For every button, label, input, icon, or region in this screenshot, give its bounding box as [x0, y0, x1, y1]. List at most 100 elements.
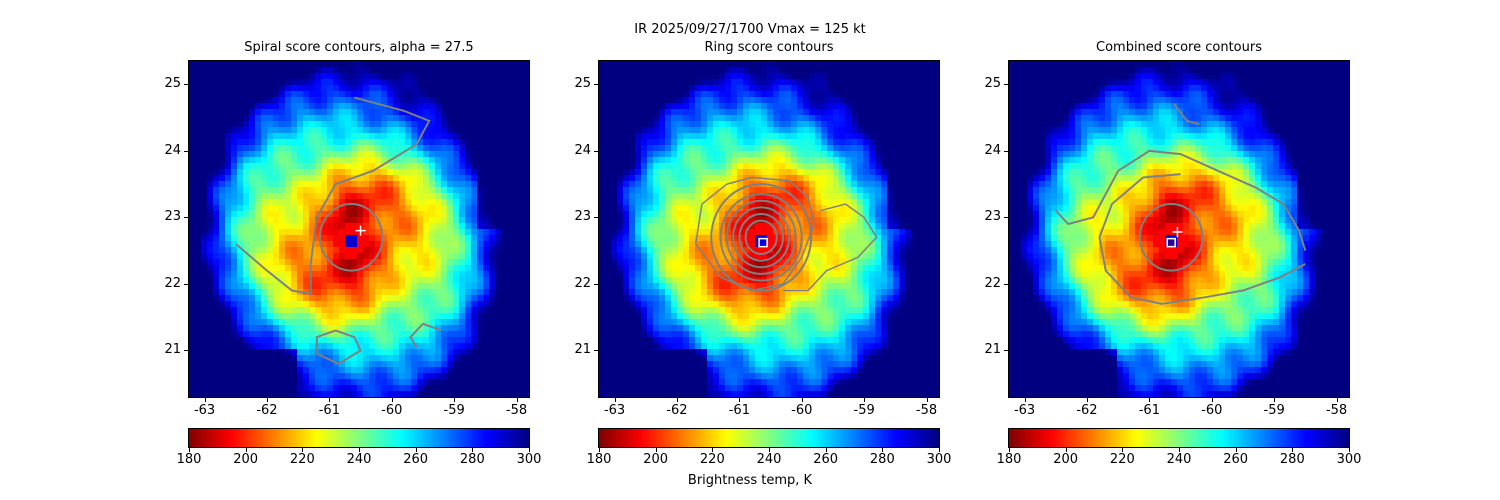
heatmap-cell [261, 355, 267, 361]
heatmap-cell [327, 295, 333, 301]
heatmap-cell [875, 79, 881, 85]
heatmap-cell [279, 109, 285, 115]
heatmap-cell [201, 103, 207, 109]
heatmap-cell [225, 331, 231, 337]
heatmap-cell [791, 217, 797, 223]
heatmap-cell [327, 199, 333, 205]
heatmap-cell [857, 169, 863, 175]
heatmap-cell [267, 295, 273, 301]
heatmap-cell [243, 151, 249, 157]
heatmap-cell [465, 343, 471, 349]
heatmap-cell [833, 217, 839, 223]
heatmap-cell [213, 145, 219, 151]
heatmap-cell [423, 367, 429, 373]
heatmap-cell [411, 313, 417, 319]
heatmap-cell [249, 85, 255, 91]
heatmap-cell [189, 229, 195, 235]
heatmap-cell [309, 133, 315, 139]
heatmap-cell [267, 289, 273, 295]
heatmap-cell [869, 97, 875, 103]
heatmap-cell [773, 151, 779, 157]
heatmap-cell [285, 127, 291, 133]
heatmap-cell [489, 265, 495, 271]
heatmap-cell [629, 223, 635, 229]
heatmap-cell [773, 211, 779, 217]
heatmap-cell [525, 373, 529, 379]
heatmap-cell [641, 151, 647, 157]
heatmap-cell [785, 193, 791, 199]
heatmap-cell [411, 157, 417, 163]
heatmap-cell [689, 175, 695, 181]
heatmap-cell [845, 175, 851, 181]
heatmap-cell [641, 211, 647, 217]
heatmap-cell [393, 199, 399, 205]
heatmap-cell [773, 175, 779, 181]
heatmap-cell [935, 139, 939, 145]
heatmap-cell [507, 199, 513, 205]
heatmap-cell [201, 193, 207, 199]
heatmap-cell [435, 85, 441, 91]
heatmap-cell [207, 223, 213, 229]
heatmap-cell [357, 295, 363, 301]
heatmap-cell [803, 169, 809, 175]
panel-1-title: Spiral score contours, alpha = 27.5 [244, 40, 474, 55]
heatmap-cell [339, 91, 345, 97]
heatmap-cell [917, 151, 923, 157]
heatmap-cell [743, 115, 749, 121]
heatmap-cell [647, 151, 653, 157]
heatmap-cell [273, 133, 279, 139]
heatmap-cell [351, 205, 357, 211]
heatmap-cell [797, 121, 803, 127]
heatmap-cell [689, 103, 695, 109]
heatmap-cell [869, 127, 875, 133]
heatmap-cell [785, 139, 791, 145]
heatmap-cell [189, 337, 195, 343]
heatmap-cell [911, 103, 917, 109]
heatmap-cell [671, 115, 677, 121]
heatmap-cell [785, 133, 791, 139]
heatmap-cell [423, 331, 429, 337]
heatmap-cell [689, 163, 695, 169]
heatmap-cell [387, 325, 393, 331]
heatmap-cell [671, 193, 677, 199]
heatmap-cell [731, 247, 737, 253]
heatmap-cell [297, 343, 303, 349]
heatmap-cell [315, 319, 321, 325]
heatmap-cell [501, 211, 507, 217]
heatmap-cell [225, 307, 231, 313]
heatmap-cell [833, 103, 839, 109]
heatmap-cell [303, 379, 309, 385]
heatmap-cell [887, 241, 893, 247]
heatmap-cell [213, 121, 219, 127]
heatmap-cell [207, 295, 213, 301]
heatmap-cell [321, 385, 327, 391]
heatmap-cell [471, 73, 477, 79]
heatmap-cell [617, 211, 623, 217]
heatmap-cell [875, 169, 881, 175]
heatmap-cell [477, 133, 483, 139]
heatmap-cell [513, 271, 519, 277]
heatmap-cell [501, 313, 507, 319]
heatmap-cell [785, 175, 791, 181]
heatmap-cell [483, 61, 489, 67]
heatmap-cell [195, 169, 201, 175]
heatmap-cell [869, 109, 875, 115]
heatmap-cell [333, 373, 339, 379]
heatmap-cell [219, 91, 225, 97]
heatmap-cell [911, 139, 917, 145]
heatmap-cell [477, 145, 483, 151]
heatmap-cell [447, 73, 453, 79]
heatmap-cell [255, 349, 261, 355]
heatmap-cell [225, 217, 231, 223]
heatmap-cell [297, 193, 303, 199]
heatmap-cell [285, 79, 291, 85]
heatmap-cell [507, 109, 513, 115]
heatmap-cell [489, 277, 495, 283]
heatmap-cell [471, 301, 477, 307]
heatmap-cell [327, 133, 333, 139]
heatmap-cell [935, 121, 939, 127]
heatmap-cell [483, 169, 489, 175]
heatmap-cell [189, 61, 195, 67]
heatmap-cell [249, 379, 255, 385]
heatmap-cell [411, 241, 417, 247]
